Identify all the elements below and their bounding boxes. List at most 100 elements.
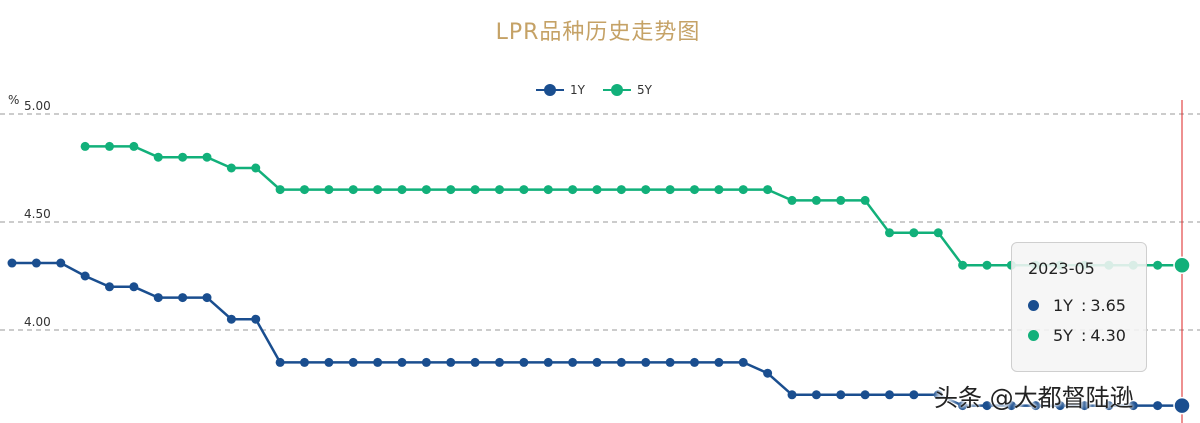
data-point-5y [787, 195, 797, 205]
data-point-5y [1173, 256, 1191, 274]
data-point-1y [56, 258, 66, 268]
tooltip-bullet-5y [1028, 329, 1039, 341]
legend-label-5y: 5Y [636, 83, 652, 97]
data-point-5y [1153, 260, 1163, 270]
data-point-5y [202, 152, 212, 162]
data-point-1y [763, 368, 773, 378]
data-point-1y [933, 390, 943, 400]
data-point-5y [616, 185, 626, 195]
data-point-1y [982, 401, 992, 411]
data-point-1y [421, 357, 431, 367]
data-point-1y [1031, 401, 1041, 411]
data-point-5y [105, 141, 114, 151]
data-point-5y [811, 195, 821, 205]
data-point-1y [397, 357, 407, 367]
legend-label-1y: 1Y [570, 83, 585, 97]
legend: 1Y 5Y [536, 83, 652, 97]
data-point-5y [909, 228, 919, 238]
data-point-1y [1153, 401, 1163, 411]
data-point-5y [226, 163, 236, 173]
data-point-5y [763, 185, 773, 195]
tooltip-title: 2023-05 [1028, 259, 1095, 278]
data-point-1y [275, 357, 285, 367]
data-point-1y [373, 357, 383, 367]
tooltip-row-5y: 5Y : 4.30 [1028, 320, 1132, 350]
watermark: 头条 @大都督陆逊 [934, 384, 1134, 412]
data-point-1y [616, 357, 626, 367]
tooltip-row-1y: 1Y : 3.65 [1028, 290, 1132, 320]
data-point-5y [885, 228, 894, 238]
data-point-1y [568, 357, 578, 367]
data-point-1y [958, 401, 968, 411]
data-point-1y [251, 314, 261, 324]
data-point-1y [324, 357, 334, 367]
y-tick-label: 5.00 [24, 99, 51, 113]
y-tick-label: 4.00 [24, 315, 51, 329]
data-point-1y [1104, 401, 1114, 411]
data-point-5y [933, 228, 943, 238]
data-point-5y [690, 185, 699, 195]
data-point-5y [495, 185, 504, 195]
data-point-1y [543, 357, 553, 367]
tooltip-value-5y: 4.30 [1090, 325, 1126, 345]
legend-item-1y[interactable]: 1Y [536, 83, 585, 97]
data-point-5y [373, 185, 383, 195]
tooltip-sep-1y: : [1080, 295, 1087, 315]
data-point-5y [836, 195, 846, 205]
data-point-1y [202, 293, 212, 303]
data-point-5y [251, 163, 261, 173]
data-point-1y [811, 390, 821, 400]
data-point-5y [446, 185, 456, 195]
tooltip-name-1y: 1Y [1053, 295, 1073, 315]
data-point-5y [641, 185, 651, 195]
data-point-5y [592, 185, 602, 195]
data-point-5y [982, 260, 992, 270]
data-point-1y [519, 357, 529, 367]
data-point-5y [178, 152, 188, 162]
data-point-1y [641, 357, 651, 367]
data-point-5y [568, 185, 578, 195]
data-point-1y [1128, 401, 1138, 411]
data-point-1y [129, 282, 139, 292]
data-point-5y [738, 185, 748, 195]
chart-title: LPR品种历史走势图 [495, 20, 701, 45]
data-point-1y [665, 357, 675, 367]
data-point-1y [300, 357, 309, 367]
data-point-1y [7, 258, 17, 268]
data-point-5y [275, 185, 285, 195]
data-point-1y [446, 357, 456, 367]
data-point-1y [690, 357, 699, 367]
tooltip: 2023-05 1Y : 3.65 5Y : 4.30 [1011, 242, 1147, 372]
data-point-5y [519, 185, 529, 195]
data-point-1y [153, 293, 163, 303]
data-point-5y [324, 185, 334, 195]
data-point-5y [714, 185, 724, 195]
data-point-1y [860, 390, 870, 400]
data-point-1y [1173, 396, 1191, 415]
tooltip-sep-5y: : [1080, 325, 1087, 345]
data-point-5y [958, 260, 968, 270]
tooltip-name-5y: 5Y [1053, 325, 1073, 345]
legend-item-5y[interactable]: 5Y [602, 83, 652, 97]
data-point-1y [787, 390, 797, 400]
data-point-5y [153, 152, 163, 162]
tooltip-value-1y: 3.65 [1090, 295, 1126, 315]
data-point-1y [178, 293, 188, 303]
data-point-5y [348, 185, 358, 195]
series-line-5y [85, 145, 1182, 267]
data-point-5y [665, 185, 675, 195]
data-point-1y [1080, 401, 1089, 411]
y-tick-label: 4.50 [24, 207, 51, 221]
data-point-1y [885, 390, 894, 400]
data-point-1y [836, 390, 846, 400]
data-point-5y [470, 185, 480, 195]
tooltip-bullet-1y [1028, 299, 1039, 311]
data-point-1y [80, 271, 90, 281]
data-point-1y [1006, 401, 1016, 411]
data-point-5y [397, 185, 407, 195]
data-point-5y [543, 185, 553, 195]
data-point-5y [421, 185, 431, 195]
y-axis-unit: % [8, 93, 19, 107]
data-point-5y [80, 141, 90, 151]
